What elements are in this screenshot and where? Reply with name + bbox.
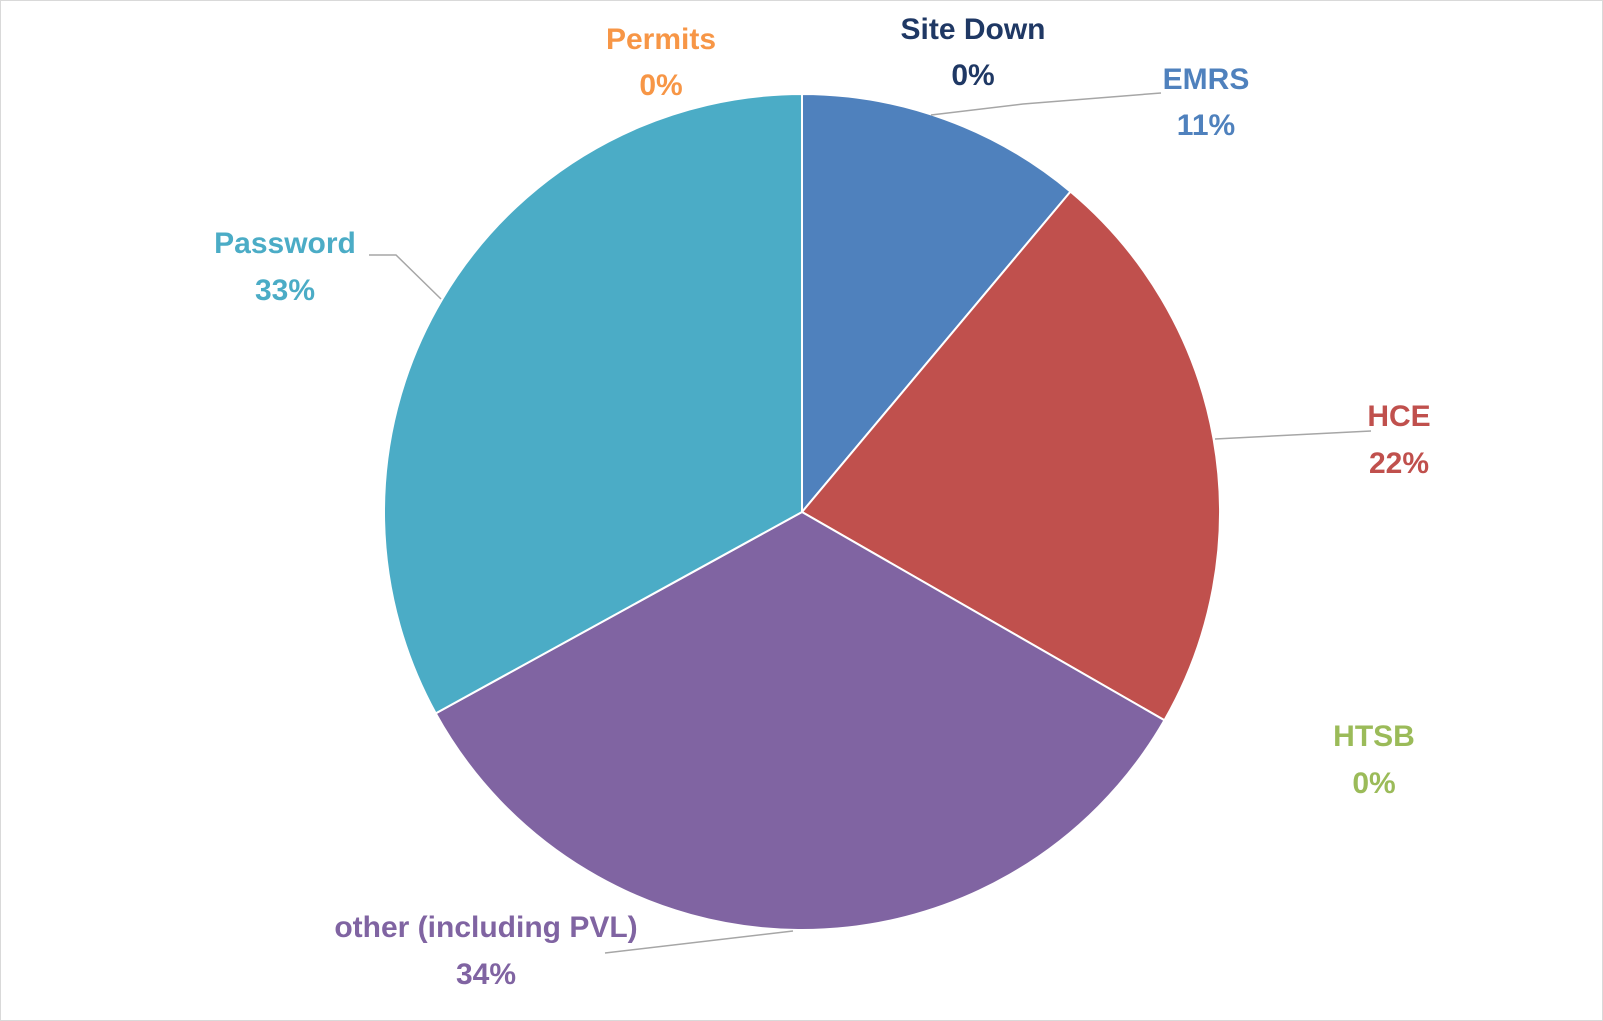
pie-slices [383, 92, 1221, 931]
leader-line-other-including-pvl [604, 930, 794, 954]
pie-slice-other-including-pvl [434, 510, 1166, 931]
leader-lines [369, 92, 1372, 954]
pie-slice-emrs [801, 92, 1072, 515]
data-label-percent-other-including-pvl: 34% [456, 958, 516, 991]
data-label-percent-site-down: 0% [951, 59, 994, 92]
data-label-percent-htsb: 0% [1352, 767, 1395, 800]
pie-slice-password [383, 92, 803, 715]
data-labels: EMRS 11% HCE 22% HTSB 0% other (including PVL)… [214, 13, 1431, 991]
data-label-percent-emrs: 11% [1177, 109, 1235, 142]
data-label-name-other-including-pvl: other (including PVL) [334, 911, 637, 944]
data-label-name-hce: HCE [1367, 400, 1430, 433]
data-label-name-permits: Permits [606, 23, 716, 56]
data-label-name-htsb: HTSB [1333, 720, 1415, 753]
leader-line-hce [1214, 430, 1372, 440]
data-label-name-emrs: EMRS [1163, 63, 1250, 96]
data-label-percent-password: 33% [255, 274, 315, 307]
leader-line-emrs [930, 92, 1162, 116]
data-label-percent-hce: 22% [1369, 447, 1429, 480]
data-label-percent-permits: 0% [639, 69, 682, 102]
pie-slice-hce [800, 190, 1221, 722]
data-label-name-password: Password [214, 227, 356, 260]
data-label-name-site-down: Site Down [900, 13, 1045, 46]
leader-line-password [369, 254, 442, 300]
